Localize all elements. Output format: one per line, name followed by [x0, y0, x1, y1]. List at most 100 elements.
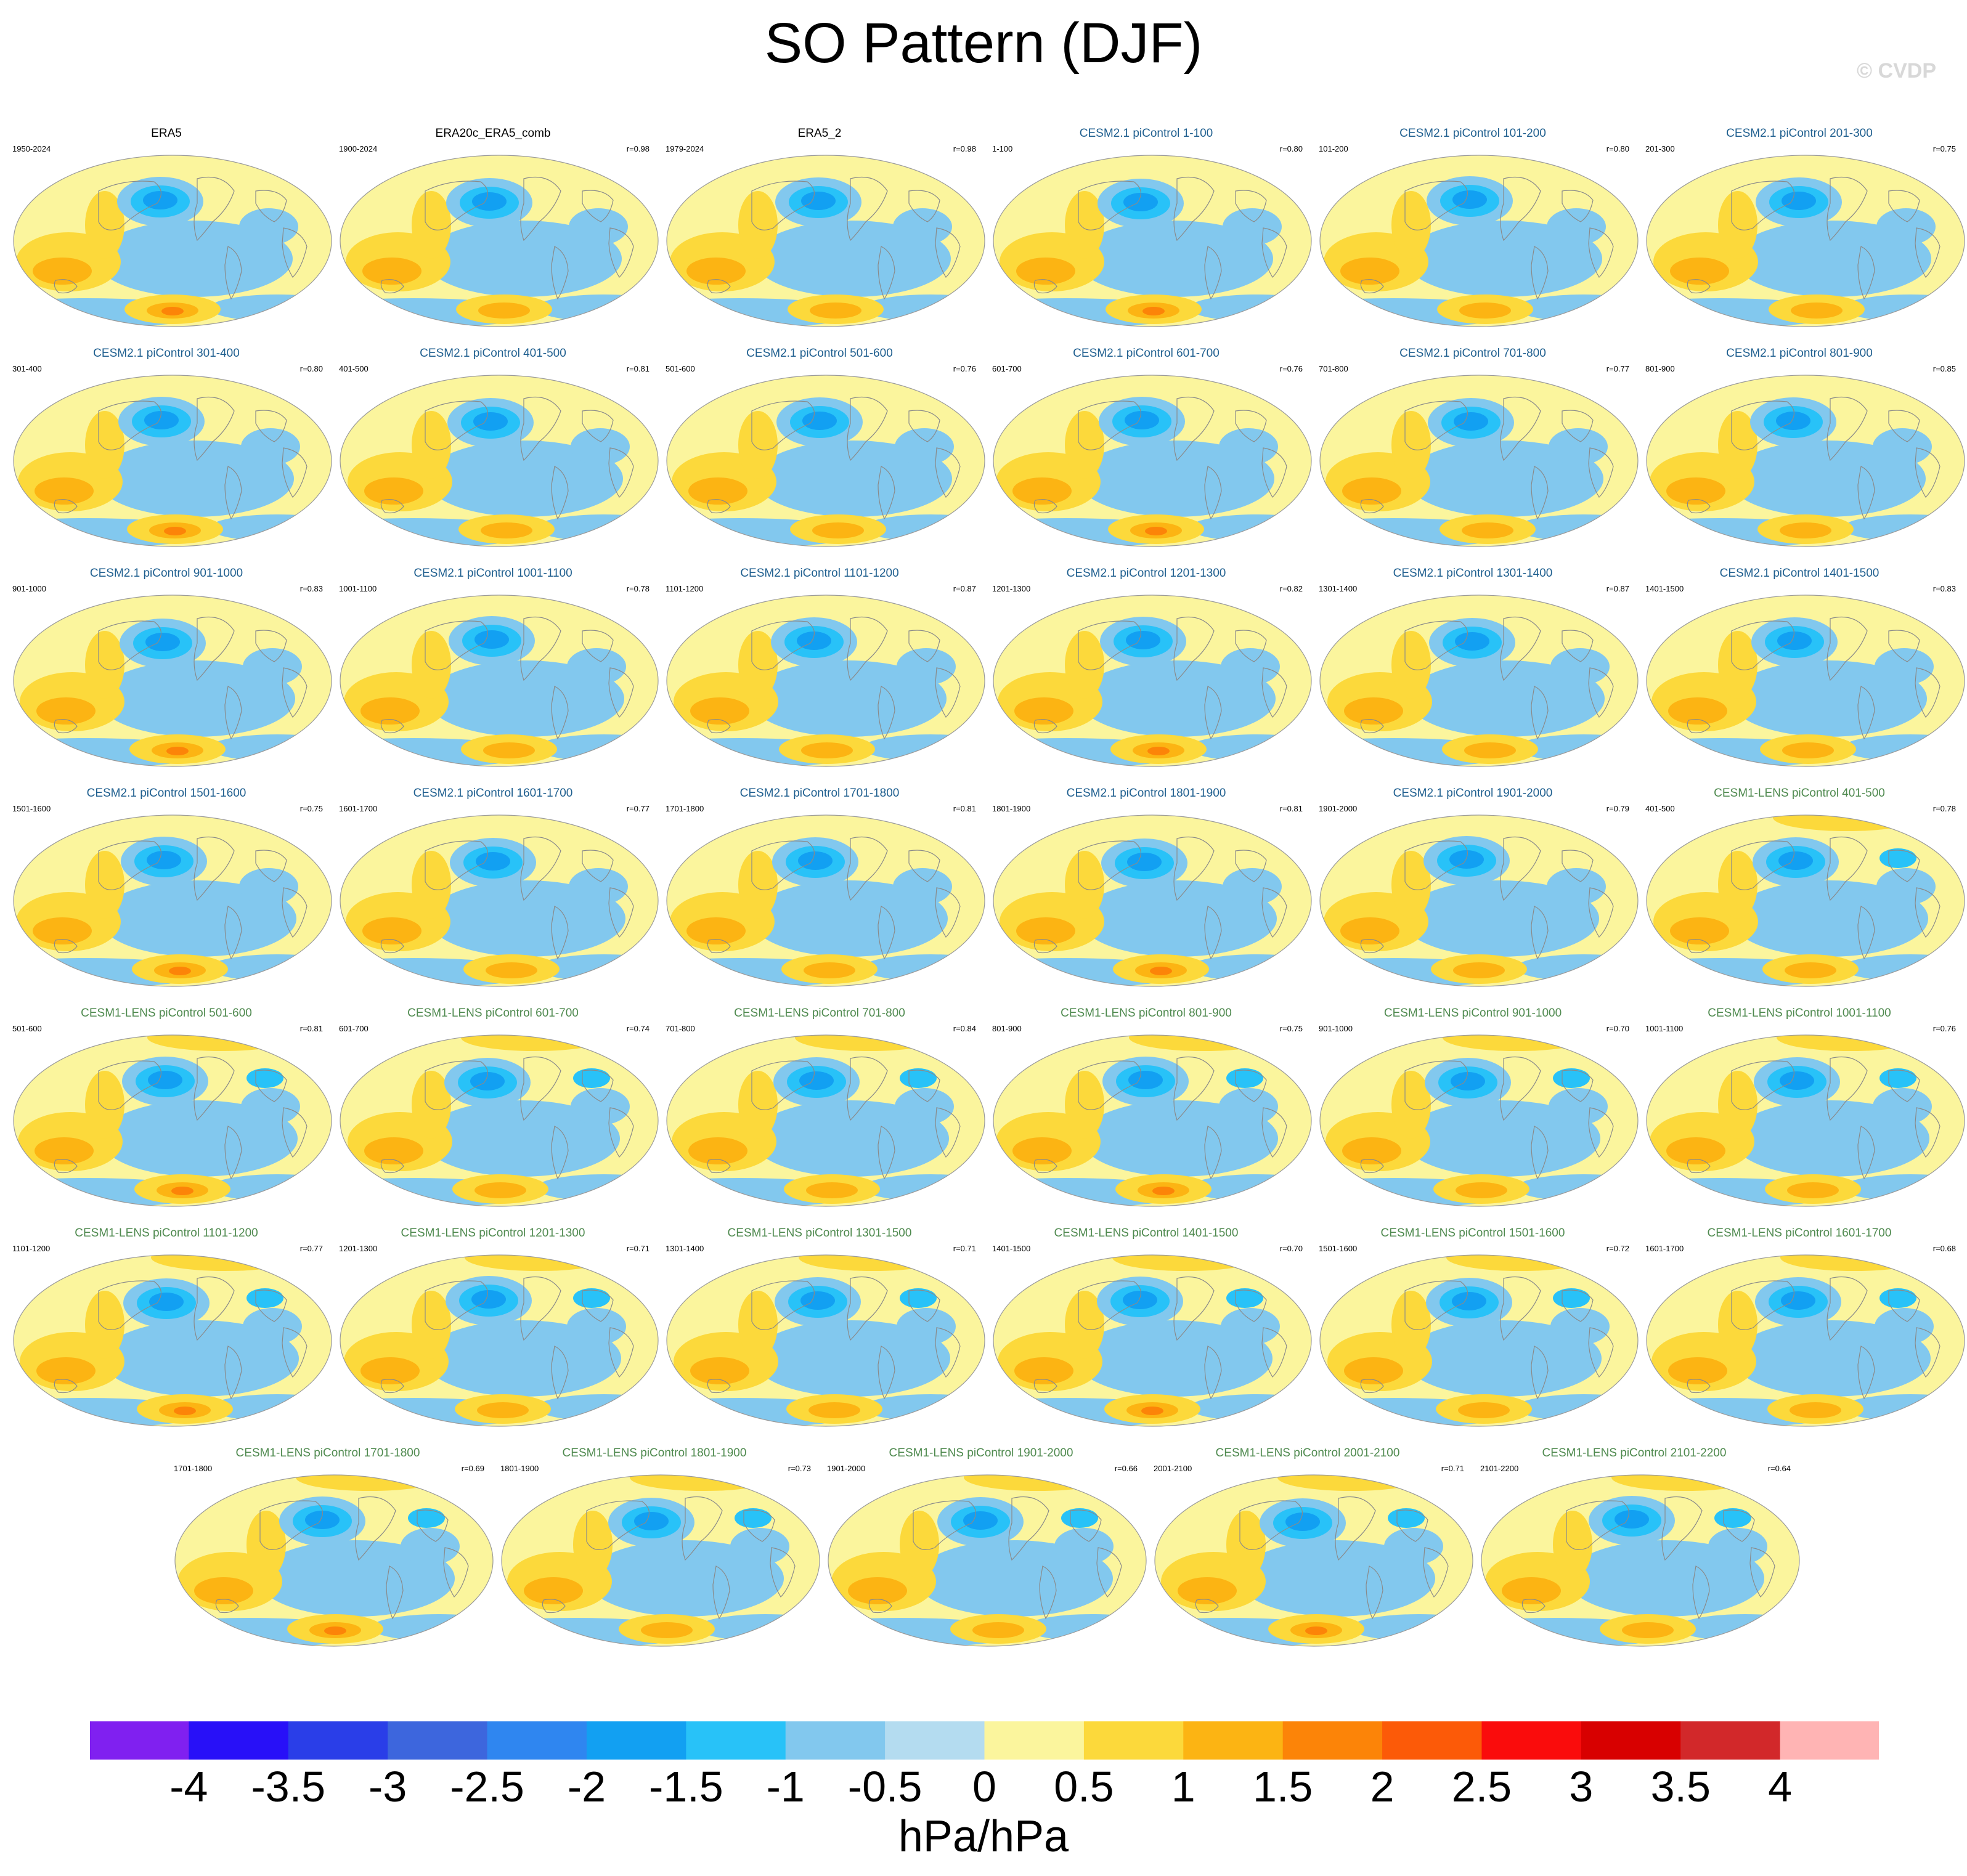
- panel-pattern-correlation: r=0.78: [626, 584, 650, 593]
- negative-pacific-band: [1080, 880, 1277, 957]
- continent-outline: [1404, 1280, 1468, 1330]
- continent-outline: [1857, 1126, 1875, 1180]
- continent-outline: [582, 190, 614, 222]
- continent-outline: [908, 850, 940, 882]
- panel-title: ERA20c_ERA5_comb: [435, 127, 551, 140]
- colorbar-tick-label: -2: [567, 1763, 606, 1811]
- maritime-continent-positive-core: [364, 477, 423, 505]
- panel-title: CESM2.1 piControl 1401-1500: [1719, 567, 1879, 580]
- panel-pattern-correlation: r=0.76: [1932, 1024, 1956, 1033]
- sea-level-pressure-map: [1154, 1474, 1473, 1647]
- aleutian-low-core: [1454, 412, 1488, 431]
- atlantic-negative-region: [569, 208, 628, 245]
- panel-period: 1601-1700: [1645, 1244, 1684, 1253]
- map-panel: CESM2.1 piControl 801-900 801-900 r=0.85: [1639, 347, 1965, 566]
- continent-outline: [282, 1107, 307, 1158]
- atlantic-negative-region: [893, 868, 952, 905]
- atlantic-negative-region: [1549, 428, 1608, 465]
- panel-period: 1301-1400: [666, 1244, 704, 1253]
- asia-positive-lobe: [1065, 851, 1104, 919]
- map-frame: [1319, 1034, 1639, 1207]
- sea-level-pressure-map: [13, 1034, 332, 1207]
- continent-outline: [98, 400, 161, 450]
- colorbar-tick-label: 0: [972, 1763, 996, 1811]
- continent-outline: [193, 396, 235, 461]
- sea-level-pressure-map: [666, 1254, 985, 1427]
- atlantic-negative-region: [243, 648, 302, 685]
- asia-positive-lobe: [412, 191, 451, 259]
- continent-outline: [1915, 667, 1941, 718]
- panel-title: CESM1-LENS piControl 1601-1700: [1707, 1227, 1892, 1240]
- continent-outline: [1531, 246, 1549, 300]
- colorbar-units: hPa/hPa: [898, 1812, 1069, 1861]
- asia-positive-lobe: [85, 191, 124, 259]
- continent-outline: [1173, 176, 1215, 242]
- colorbar-segment: [686, 1721, 786, 1760]
- map-frame: [1319, 375, 1639, 547]
- map-panel: CESM1-LENS piControl 1801-1900 1801-1900 r…: [494, 1447, 820, 1666]
- sea-level-pressure-map: [1646, 155, 1965, 327]
- asia-positive-lobe: [1065, 411, 1104, 479]
- colorbar-segment: [89, 1721, 189, 1760]
- atlantic-negative-region: [1875, 1308, 1934, 1345]
- continent-outline: [712, 1565, 730, 1620]
- maritime-continent-positive-core: [1342, 477, 1401, 505]
- panel-title: CESM1-LENS piControl 801-900: [1061, 1007, 1232, 1020]
- panel-period: 301-400: [12, 364, 42, 373]
- continent-outline: [98, 620, 161, 670]
- map-panel: CESM2.1 piControl 101-200 101-200 r=0.80: [1313, 127, 1639, 346]
- asia-positive-lobe: [412, 1071, 451, 1139]
- south-pacific-positive-core: [808, 1402, 860, 1418]
- atlantic-negative-region: [401, 1528, 460, 1565]
- maritime-continent-positive-core: [33, 258, 92, 285]
- south-pacific-positive-max: [164, 527, 186, 535]
- north-atlantic-negative-core: [1879, 1288, 1916, 1308]
- atlantic-negative-region: [1221, 1308, 1280, 1345]
- map-frame: [828, 1474, 1147, 1647]
- continent-outline: [1888, 850, 1920, 882]
- continent-outline: [98, 840, 161, 890]
- aleutian-low-core: [1780, 1071, 1814, 1090]
- aleutian-low-core: [305, 1511, 340, 1529]
- asia-positive-lobe: [738, 411, 778, 479]
- panel-title: CESM1-LENS piControl 501-600: [81, 1007, 252, 1020]
- continent-outline: [255, 630, 287, 662]
- colorbar-tick-label: 3: [1569, 1763, 1594, 1811]
- panel-title: CESM2.1 piControl 1-100: [1079, 127, 1213, 140]
- panel-period: 1501-1600: [12, 804, 51, 813]
- maritime-continent-positive-core: [1344, 1357, 1403, 1384]
- continent-outline: [98, 181, 161, 230]
- panel-pattern-correlation: r=0.70: [1606, 1024, 1629, 1033]
- map-frame: [993, 814, 1312, 987]
- continent-outline: [425, 620, 488, 670]
- atlantic-negative-region: [569, 868, 628, 905]
- panel-period: 1701-1800: [174, 1464, 213, 1473]
- continent-outline: [1033, 1159, 1057, 1174]
- continent-outline: [1500, 396, 1541, 461]
- map-frame: [340, 1254, 659, 1427]
- continent-outline: [380, 1379, 404, 1394]
- panel-pattern-correlation: r=0.72: [1606, 1244, 1629, 1253]
- aleutian-low-core: [1778, 851, 1813, 870]
- maritime-continent-positive-core: [35, 477, 94, 505]
- continent-outline: [1235, 1289, 1267, 1322]
- continent-outline: [1204, 466, 1222, 520]
- panel-title: CESM1-LENS piControl 401-500: [1714, 787, 1885, 800]
- continent-outline: [443, 1547, 469, 1598]
- panel-period: 801-900: [992, 1024, 1022, 1033]
- continent-outline: [1235, 1070, 1267, 1102]
- continent-outline: [255, 1289, 287, 1322]
- continent-outline: [908, 1070, 940, 1102]
- panel-pattern-correlation: r=0.64: [1767, 1464, 1791, 1473]
- map-frame: [1319, 155, 1639, 327]
- map-panel: CESM2.1 piControl 901-1000 901-1000 r=0.83: [6, 567, 332, 786]
- continent-outline: [878, 906, 895, 960]
- asia-positive-lobe: [738, 191, 778, 259]
- continent-outline: [386, 1565, 404, 1620]
- negative-pacific-band: [1406, 441, 1603, 517]
- map-panel: CESM2.1 piControl 1101-1200 1101-1200 r=0.…: [659, 567, 985, 786]
- continent-outline: [707, 1159, 731, 1174]
- atlantic-negative-region: [1550, 1308, 1610, 1345]
- colorbar-segment: [1680, 1721, 1781, 1760]
- continent-outline: [425, 1280, 488, 1330]
